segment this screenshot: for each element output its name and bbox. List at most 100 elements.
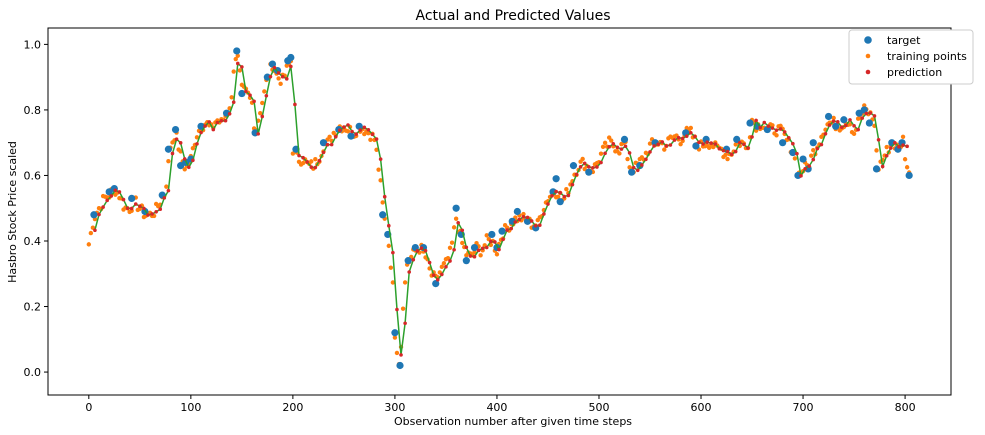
prediction-point [407,270,412,274]
x-tick-label: 800 [895,401,916,414]
x-axis: 0 100 200 300 400 500 600 700 800 [85,395,916,414]
prediction-point [264,93,269,98]
prediction-point [660,140,665,144]
y-tick-label: 0.2 [24,301,42,314]
x-tick-label: 700 [793,401,814,414]
prediction-point [644,157,648,162]
training-point [392,335,398,340]
legend-item-target: target [864,34,921,47]
prediction-point [721,148,726,153]
prediction-point [762,120,767,125]
prediction-point [803,166,807,171]
legend-box [848,29,974,85]
prediction-point [378,157,383,161]
prediction-point [815,146,820,151]
prediction-point [562,194,567,199]
prediction-point [648,150,652,154]
prediction-point [623,144,628,149]
prediction-point [403,321,407,326]
prediction-point [386,223,391,228]
prediction-point [501,237,505,242]
training-point [484,233,489,238]
prediction-point [876,137,881,142]
y-tick-label: 0.0 [24,366,42,379]
target-point [470,243,479,252]
training-point [625,156,630,162]
prediction-point [423,248,428,253]
target-point [90,211,98,219]
target-point [840,116,848,124]
training-point [290,151,296,156]
prediction-point [321,150,326,155]
prediction-point [301,155,305,160]
prediction-point [529,219,534,223]
prediction-point [827,123,832,127]
target-point [569,162,578,170]
training-point [388,265,394,270]
prediction-point [664,144,669,148]
training-point [600,144,606,149]
prediction-point [574,172,579,177]
prediction-point [399,353,403,357]
prediction-point [868,111,873,115]
training-point [441,261,447,266]
training-point [725,156,730,162]
prediction-point [819,142,824,147]
chart-title: Actual and Predicted Values [415,8,610,24]
prediction-point [893,141,897,145]
prediction-point [611,142,616,146]
prediction-point [725,149,730,154]
training-point [831,115,836,121]
target-point [620,135,629,144]
training-point [851,131,857,137]
prediction-point [521,214,526,219]
training-point [190,145,196,151]
training-point [374,147,379,152]
training-point [774,133,779,138]
target-point [105,188,113,196]
prediction-point [905,144,909,149]
prediction-point [456,220,460,225]
prediction-point [280,74,285,79]
target-point [556,198,564,206]
legend-marker-target [864,36,872,44]
prediction-point [415,249,420,253]
target-point [794,171,802,180]
target-point [585,168,593,176]
training-point [229,95,234,100]
prediction-point [150,212,154,216]
training-point [451,225,457,230]
target-point [432,279,440,288]
training-point [86,242,92,247]
target-point [905,171,913,180]
training-point [609,138,614,143]
training-point [278,81,283,87]
prediction-point [546,202,550,206]
prediction-point [170,151,175,156]
prediction-point [591,165,595,170]
training-point [276,76,281,81]
prediction-point [305,160,309,164]
prediction-point [582,161,587,166]
training-point [394,350,400,356]
y-tick-label: 0.4 [24,235,42,248]
target-point [452,204,460,212]
prediction-point [766,124,771,128]
legend: target training points prediction [848,29,974,85]
prediction-point [235,61,240,66]
prediction-point [533,223,538,228]
target-point [488,230,496,239]
prediction-point [370,132,375,137]
prediction-point [468,254,473,258]
prediction-point [538,223,542,228]
training-point [345,129,351,134]
prediction-point [509,226,514,231]
legend-marker-training-points [865,53,871,59]
target-point [733,135,741,144]
prediction-point [268,74,273,79]
prediction-point [133,202,138,206]
training-point [847,122,853,127]
prediction-point [187,165,191,170]
training-point [137,206,143,212]
x-tick-label: 100 [180,401,201,414]
